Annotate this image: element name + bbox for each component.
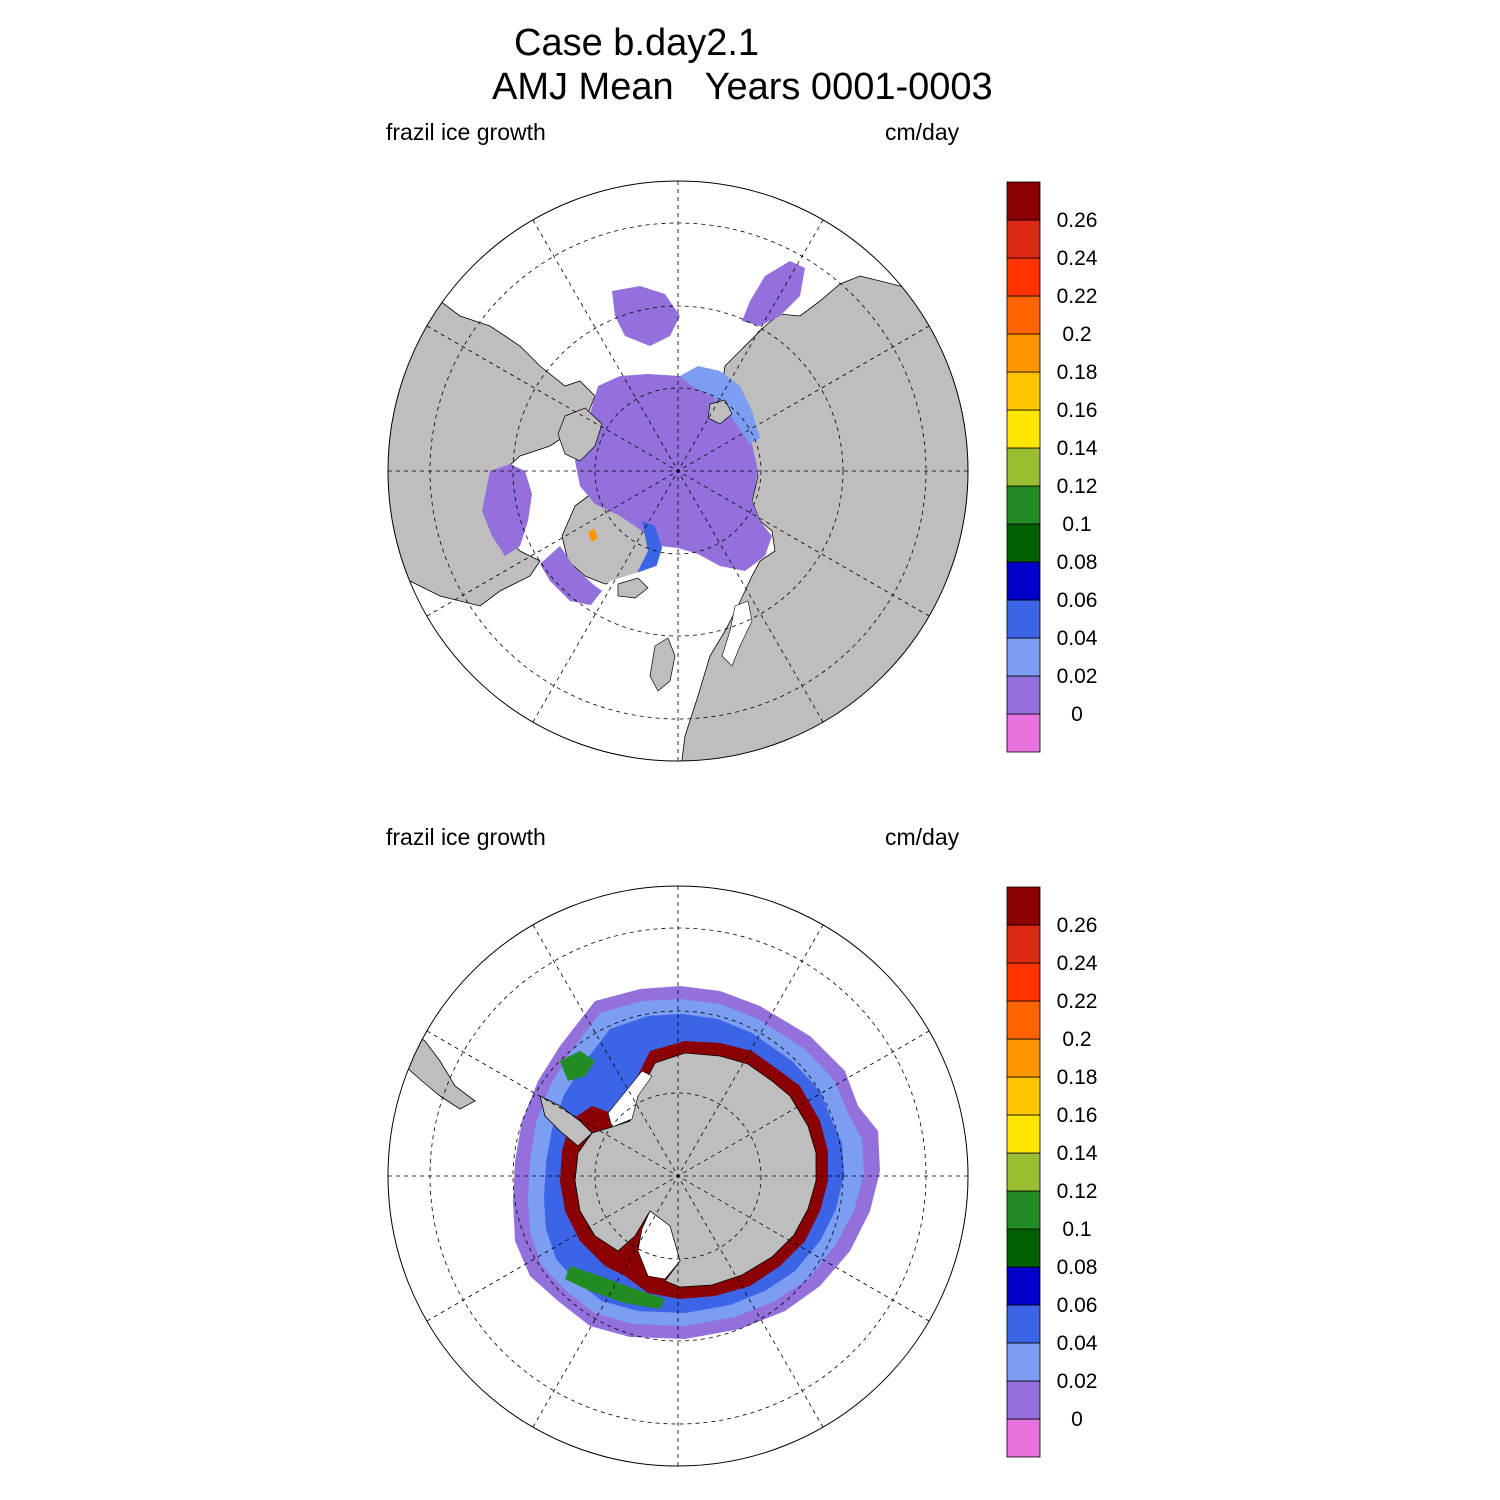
colorbar-box [1006,257,1041,297]
colorbar-box [1006,219,1041,259]
figure-title-period: AMJ Mean Years 0001-0003 [492,66,993,108]
colorbar-box [1006,1418,1041,1458]
colorbar-tick-label: 0.08 [1057,551,1098,574]
south-ross-ice-shelf [637,1210,681,1280]
colorbar-tick-label: 0.16 [1057,1104,1098,1127]
north-bering-sea-ice [612,286,680,346]
colorbar-box [1006,409,1041,449]
colorbar-box [1006,523,1041,563]
colorbar-tick-label: 0.06 [1057,589,1098,612]
colorbar-tick-label: 0.06 [1057,1294,1098,1317]
colorbar-tick-label: 0.26 [1057,914,1098,937]
colorbar-tick-label: 0.26 [1057,209,1098,232]
colorbar-box [1006,637,1041,677]
north-colorbar: 0 0.02 0.04 0.06 0.08 0.1 0.12 0.14 0.16 0.18 0.2 0… [1006,181,1098,753]
north-land-iceland [617,577,649,599]
colorbar-tick-label: 0.24 [1057,247,1098,270]
colorbar-tick-label: 0 [1071,1408,1083,1431]
colorbar-tick-label: 0.16 [1057,399,1098,422]
colorbar-box [1006,1380,1041,1420]
colorbar-tick-label: 0.14 [1057,1142,1098,1165]
north-land-north-america [388,255,596,607]
colorbar-tick-label: 0.22 [1057,285,1098,308]
south-graticule [388,886,968,1466]
colorbar-tick-label: 0.04 [1057,627,1098,650]
colorbar-tick-label: 0.18 [1057,1066,1098,1089]
colorbar-box [1006,1076,1041,1116]
north-north-atlantic [480,561,700,761]
colorbar-tick-label: 0.02 [1057,1370,1098,1393]
north-greenland-sea-hotspot [588,528,598,542]
north-variable-label: frazil ice growth [386,119,546,145]
colorbar-box [1006,181,1041,221]
north-baffin-sea-ice [540,546,610,606]
south-variable-label: frazil ice growth [386,824,546,850]
colorbar-tick-label: 0.12 [1057,475,1098,498]
colorbar-box [1006,713,1041,753]
south-map-frame [387,885,969,1467]
colorbar-tick-label: 0.24 [1057,952,1098,975]
colorbar-tick-label: 0.14 [1057,437,1098,460]
colorbar-box [1006,1000,1041,1040]
south-land-antarctica [574,1052,817,1288]
north-hudson-bay [482,464,532,556]
colorbar-tick-label: 0.2 [1062,1028,1091,1051]
south-land-peninsula [539,1095,593,1147]
colorbar-box [1006,447,1041,487]
north-baltic-sea [721,600,753,667]
figure-title-case: Case b.day2.1 [514,22,760,64]
colorbar-tick-label: 0.04 [1057,1332,1098,1355]
colorbar-box [1006,962,1041,1002]
colorbar-box [1006,1190,1041,1230]
colorbar-tick-label: 0.1 [1062,1218,1091,1241]
south-sea-ice-green-ross [565,1266,665,1309]
north-graticule [388,181,968,761]
colorbar-tick-label: 0.12 [1057,1180,1098,1203]
south-units-label: cm/day [885,824,960,850]
north-arctic-sea-ice [575,374,772,571]
colorbar-box [1006,1228,1041,1268]
colorbar-box [1006,371,1041,411]
colorbar-box [1006,1304,1041,1344]
colorbar-box [1006,295,1041,335]
north-land-archipelago [557,407,603,462]
colorbar-tick-label: 0.02 [1057,665,1098,688]
colorbar-box [1006,561,1041,601]
colorbar-box [1006,1342,1041,1382]
colorbar-box [1006,1038,1041,1078]
north-barents-sea-ice [680,366,760,444]
colorbar-box [1006,1266,1041,1306]
north-land-british-isles [649,637,676,692]
south-weddell-ice-shelf [607,1070,653,1128]
north-okhotsk-sea-ice [742,261,805,326]
north-map-frame [387,180,969,762]
colorbar-box [1006,924,1041,964]
colorbar-tick-label: 0.08 [1057,1256,1098,1279]
colorbar-box [1006,485,1041,525]
colorbar-tick-label: 0.18 [1057,361,1098,384]
colorbar-tick-label: 0.2 [1062,323,1091,346]
north-units-label: cm/day [885,119,960,145]
south-colorbar: 0 0.02 0.04 0.06 0.08 0.1 0.12 0.14 0.16 0.18 0.2 0… [1006,886,1098,1458]
colorbar-tick-label: 0.1 [1062,513,1091,536]
south-sea-ice-green-weddell [560,1051,595,1081]
colorbar-tick-label: 0 [1071,703,1083,726]
north-polar-map [387,180,969,762]
colorbar-box [1006,333,1041,373]
north-land-svalbard [707,399,733,425]
colorbar-box [1006,599,1041,639]
colorbar-box [1006,675,1041,715]
colorbar-box [1006,886,1041,926]
colorbar-box [1006,1114,1041,1154]
south-polar-map [387,885,969,1467]
colorbar-box [1006,1152,1041,1192]
colorbar-tick-label: 0.22 [1057,990,1098,1013]
